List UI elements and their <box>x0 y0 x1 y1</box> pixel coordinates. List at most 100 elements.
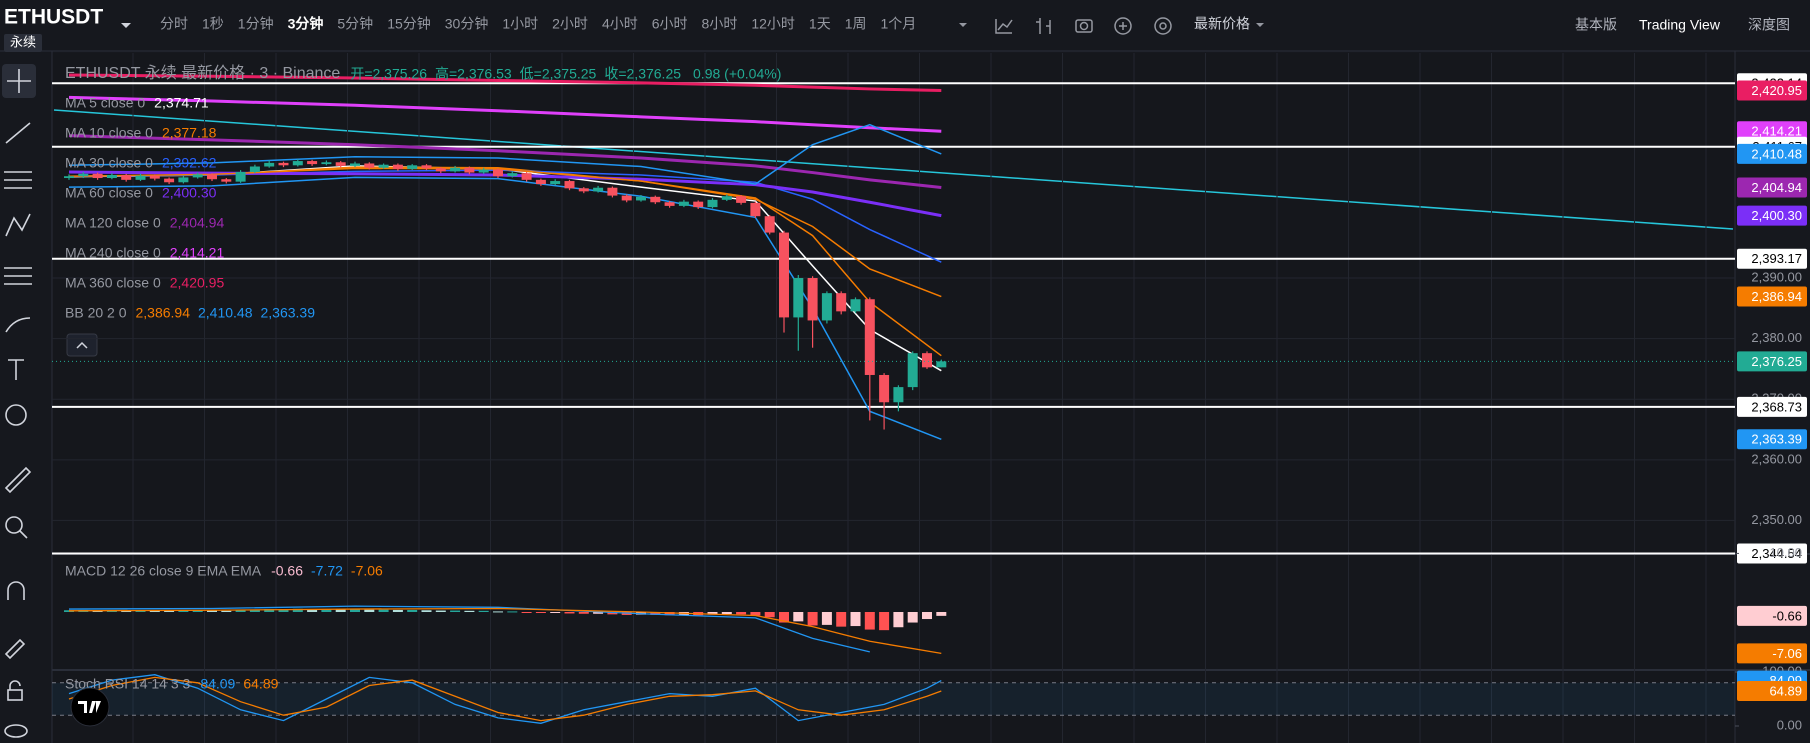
interval-option[interactable]: 1个月 <box>881 16 917 32</box>
zoom-tool[interactable] <box>5 516 23 534</box>
macd-histogram-bar <box>850 612 861 627</box>
stoch-line <box>68 674 942 724</box>
camera-lens <box>1079 21 1089 31</box>
interval-option[interactable]: 12小时 <box>751 16 795 32</box>
indicator-name[interactable]: MACD 12 26 close 9 EMA EMA <box>65 563 262 579</box>
candle-body <box>678 201 689 206</box>
symbol-dropdown[interactable] <box>121 23 131 28</box>
add-icon[interactable] <box>1114 17 1132 35</box>
macd-histogram-bar <box>121 610 132 612</box>
indicator-name[interactable]: Stoch RSI 14 14 3 3 <box>65 676 191 692</box>
macd-histogram-bar <box>578 612 589 614</box>
interval-option[interactable]: 1天 <box>809 16 831 32</box>
candle-body <box>521 173 532 180</box>
camera-icon[interactable] <box>1075 19 1093 33</box>
stoch-line <box>68 676 942 722</box>
interval-dropdown[interactable] <box>959 23 967 27</box>
candle-body <box>392 164 403 169</box>
view-option[interactable]: Trading View <box>1639 17 1721 33</box>
collapse-legend[interactable] <box>66 333 98 357</box>
lock-tool[interactable] <box>7 689 23 701</box>
interval-option[interactable]: 4小时 <box>602 16 638 32</box>
indicator-name[interactable]: MA 60 close 0 <box>65 185 153 201</box>
crosshair-tool[interactable] <box>7 69 31 93</box>
fib-tool[interactable] <box>4 171 32 189</box>
interval-option[interactable]: 2小时 <box>552 16 588 32</box>
visibility-tool[interactable] <box>4 724 28 738</box>
price-type[interactable]: 最新价格 <box>1194 16 1250 32</box>
price-tag-label: 2,400.30 <box>1751 208 1802 223</box>
tv-logo[interactable] <box>70 687 110 727</box>
interval-option[interactable]: 8小时 <box>702 16 738 32</box>
ohlc-label: 高=2,376.53 <box>435 66 512 82</box>
candle-body <box>78 173 89 177</box>
brush-tool[interactable] <box>5 317 31 333</box>
price-tag <box>1737 680 1807 701</box>
interval-option[interactable]: 15分钟 <box>387 16 431 32</box>
ohlc-label: 收=2,376.25 <box>604 66 681 82</box>
macd-histogram-bar <box>421 610 432 612</box>
indicator-name[interactable]: MA 240 close 0 <box>65 245 161 261</box>
projection-tool[interactable] <box>4 267 32 285</box>
interval-option[interactable]: 6小时 <box>652 16 688 32</box>
ruler-tool[interactable] <box>4 466 32 494</box>
macd-histogram-bar <box>278 609 289 612</box>
symbol[interactable]: ETHUSDT <box>4 6 103 29</box>
candle-body <box>736 196 747 203</box>
candle-body <box>478 169 489 173</box>
indicator-name[interactable]: MA 10 close 0 <box>65 125 153 141</box>
ohlc-label: 开=2,375.26 <box>350 66 427 82</box>
macd-histogram-bar <box>707 612 718 615</box>
candle-body <box>378 164 389 168</box>
indicator-icon[interactable] <box>995 19 1013 34</box>
view-option[interactable]: 基本版 <box>1575 17 1617 33</box>
interval-option[interactable]: 3分钟 <box>288 16 324 32</box>
price-tag-label: 2,420.95 <box>1751 83 1802 98</box>
candle-body <box>178 177 189 183</box>
price-tag-label: 2,363.39 <box>1751 432 1802 447</box>
candle-body <box>593 187 604 192</box>
price-tag-label: 2,368.73 <box>1751 399 1802 414</box>
emoji-tool[interactable] <box>5 404 27 426</box>
pattern-tool[interactable] <box>5 213 31 237</box>
indicator-name[interactable]: BB 20 2 0 <box>65 305 127 321</box>
indicator-value: 2,400.30 <box>162 185 217 201</box>
interval-option[interactable]: 1周 <box>845 16 867 32</box>
contract: 永续 <box>10 34 36 49</box>
candle-body <box>407 165 418 169</box>
macd-histogram-bar <box>164 610 175 612</box>
settings-icon[interactable] <box>1154 17 1172 35</box>
price-type-dropdown <box>1256 23 1264 27</box>
macd-histogram-bar <box>936 612 947 616</box>
interval-option[interactable]: 1分钟 <box>238 16 274 32</box>
interval-option[interactable]: 5分钟 <box>337 16 373 32</box>
candle-body <box>435 168 446 172</box>
interval-option[interactable]: 1秒 <box>202 16 224 32</box>
interval-option[interactable]: 分时 <box>160 16 188 32</box>
indicator-name[interactable]: MA 30 close 0 <box>65 155 153 171</box>
macd-histogram-bar <box>478 610 489 612</box>
draw-lock-tool[interactable] <box>4 638 26 660</box>
tv-logo-mark <box>78 701 101 713</box>
candle-body <box>779 232 789 318</box>
macd-histogram-bar <box>221 610 232 612</box>
view-option[interactable]: 深度图 <box>1748 17 1790 33</box>
text-tool[interactable] <box>8 359 24 380</box>
macd-histogram-bar <box>493 611 503 613</box>
candle-body <box>235 171 246 182</box>
interval-option[interactable]: 30分钟 <box>445 16 489 32</box>
macd-histogram-bar <box>750 612 761 616</box>
indicator-name[interactable]: MA 360 close 0 <box>65 275 161 291</box>
indicator-name[interactable]: MA 5 close 0 <box>65 95 145 111</box>
candle-type-icon[interactable] <box>1036 18 1051 34</box>
lock-shackle <box>9 680 21 690</box>
magnet-tool[interactable] <box>7 581 25 600</box>
interval-option[interactable]: 1小时 <box>502 16 538 32</box>
indicator-name[interactable]: MA 120 close 0 <box>65 215 161 231</box>
candle-body <box>564 181 575 189</box>
y-tick-label: 10.00 <box>1769 545 1802 560</box>
trendline-tool[interactable] <box>5 122 31 144</box>
toolbar-icons <box>995 17 1172 35</box>
y-tick-label: 2,380.00 <box>1751 330 1802 345</box>
macd-histogram-bar <box>235 610 246 612</box>
